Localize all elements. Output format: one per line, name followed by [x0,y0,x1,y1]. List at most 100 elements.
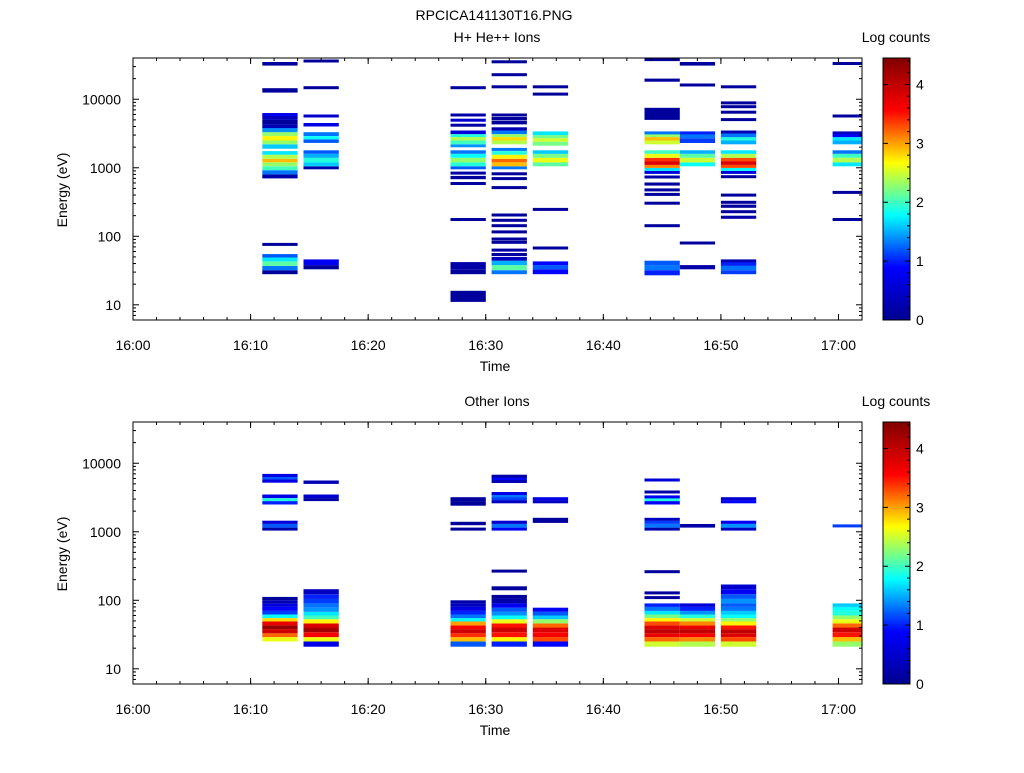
spectrogram-cell [303,480,339,484]
spectrogram-cell [303,641,339,647]
spectrogram-cell [450,182,486,185]
spectrogram-cell [450,130,486,135]
spectrogram-cell [679,134,716,139]
x-tick-label: 16:20 [351,337,386,353]
spectrogram-cell [644,161,680,165]
spectrogram-cell [491,586,527,591]
panel-other-ions: Other Ions Time Energy (eV) Log counts 1… [54,393,930,738]
spectrogram-cell [491,615,527,620]
spectrogram-cell [491,480,527,483]
spectrogram-cell [644,495,680,499]
spectrogram-cell [532,85,569,89]
spectrogram-cell [262,479,298,483]
spectrogram-cell [262,113,298,116]
spectrogram-cell [303,494,339,499]
spectrogram-cell [679,641,716,647]
spectrogram-cell [644,157,680,162]
spectrogram-cell [532,641,569,647]
spectrogram-cell [720,500,757,504]
figure-title: RPCICA141130T16.PNG [416,7,573,23]
spectrogram-cell [262,119,298,125]
spectrogram-cell [491,147,527,151]
spectrogram-cell [644,153,680,158]
y-tick-label: 1000 [90,524,121,540]
colorbar-label: Log counts [862,29,931,45]
spectrogram-cell [720,133,757,138]
spectrogram-cell [450,113,486,117]
colorbar-tick-label: 3 [916,499,924,515]
spectrogram-cell [532,627,569,633]
spectrogram-cell [679,131,716,135]
spectrogram-cell [262,158,298,163]
spectrogram-cell [262,637,298,642]
spectrogram-cell [491,527,527,531]
spectrogram-cell [303,619,339,624]
plot-frame [132,421,863,685]
spectrogram-cell [491,85,527,89]
y-tick-label: 10 [105,661,121,677]
spectrogram-cell [450,621,486,626]
spectrogram-cell [644,150,680,154]
spectrogram-cell [450,606,486,611]
spectrogram-cell [532,611,569,616]
spectrogram-cell [491,137,527,141]
spectrogram-cell [644,140,680,145]
spectrogram-cell [491,265,527,271]
spectrogram-cell [720,270,757,275]
spectrogram-cell [720,130,757,134]
x-tick-label: 16:30 [468,701,503,717]
spectrogram-cell [491,260,527,266]
spectrogram-cell [262,140,298,145]
spectrogram-cell [450,153,486,158]
spectrogram-cell [450,629,486,634]
spectrogram-cell [644,478,680,482]
spectrogram-cell [720,641,757,647]
spectrogram-cell [491,594,527,599]
spectrogram-cell [644,164,680,168]
spectrogram-cell [262,132,298,136]
spectrogram-cell [720,520,757,524]
spectrogram-cell [262,476,298,480]
spectrogram-cell [644,517,680,521]
spectrogram-cell [720,101,757,105]
spectrogram-cell [679,138,716,143]
panel-title: H+ He++ Ions [454,29,541,45]
spectrogram-cell [491,500,527,504]
spectrogram-cell [450,527,486,531]
spectrogram-cell [644,603,680,607]
spectrogram-cell [679,265,716,270]
spectrogram-cell [720,621,757,626]
colorbar-tick-label: 4 [916,76,924,92]
spectrogram-cell [644,606,680,611]
spectrogram-cell [832,131,862,135]
y-tick-label: 10 [105,297,121,313]
spectrogram-cell [491,177,527,181]
spectrogram-cell [491,237,527,241]
spectrogram-cell [491,632,527,638]
colorbar: 0 1 2 3 4 [882,57,924,328]
spectrogram-cell [491,641,527,647]
spectrogram-cell [679,610,716,615]
spectrogram-cell [491,598,527,604]
y-tick-label: 1000 [90,160,121,176]
spectrogram-cell [532,619,569,624]
spectrogram-cell [303,615,339,620]
spectrogram-cell [832,153,862,158]
plot-frame [132,57,863,321]
spectrogram-cell [532,261,569,266]
x-tick-label: 17:00 [821,701,856,717]
spectrogram-cell [679,614,716,619]
spectrogram-cell [679,62,716,66]
spectrogram-cell [644,192,680,196]
spectrogram-cell [720,637,757,642]
spectrogram-cell [262,88,298,93]
spectrogram-cell [450,521,486,526]
spectrogram-cell [532,135,569,139]
spectrogram-cell [491,497,527,501]
colorbar-tick-label: 3 [916,135,924,151]
spectrogram-cell [450,497,486,502]
spectrogram-cell [450,269,486,275]
spectrogram-cell [720,164,757,168]
spectrogram-cell [532,517,569,523]
x-tick-label: 16:20 [351,701,386,717]
